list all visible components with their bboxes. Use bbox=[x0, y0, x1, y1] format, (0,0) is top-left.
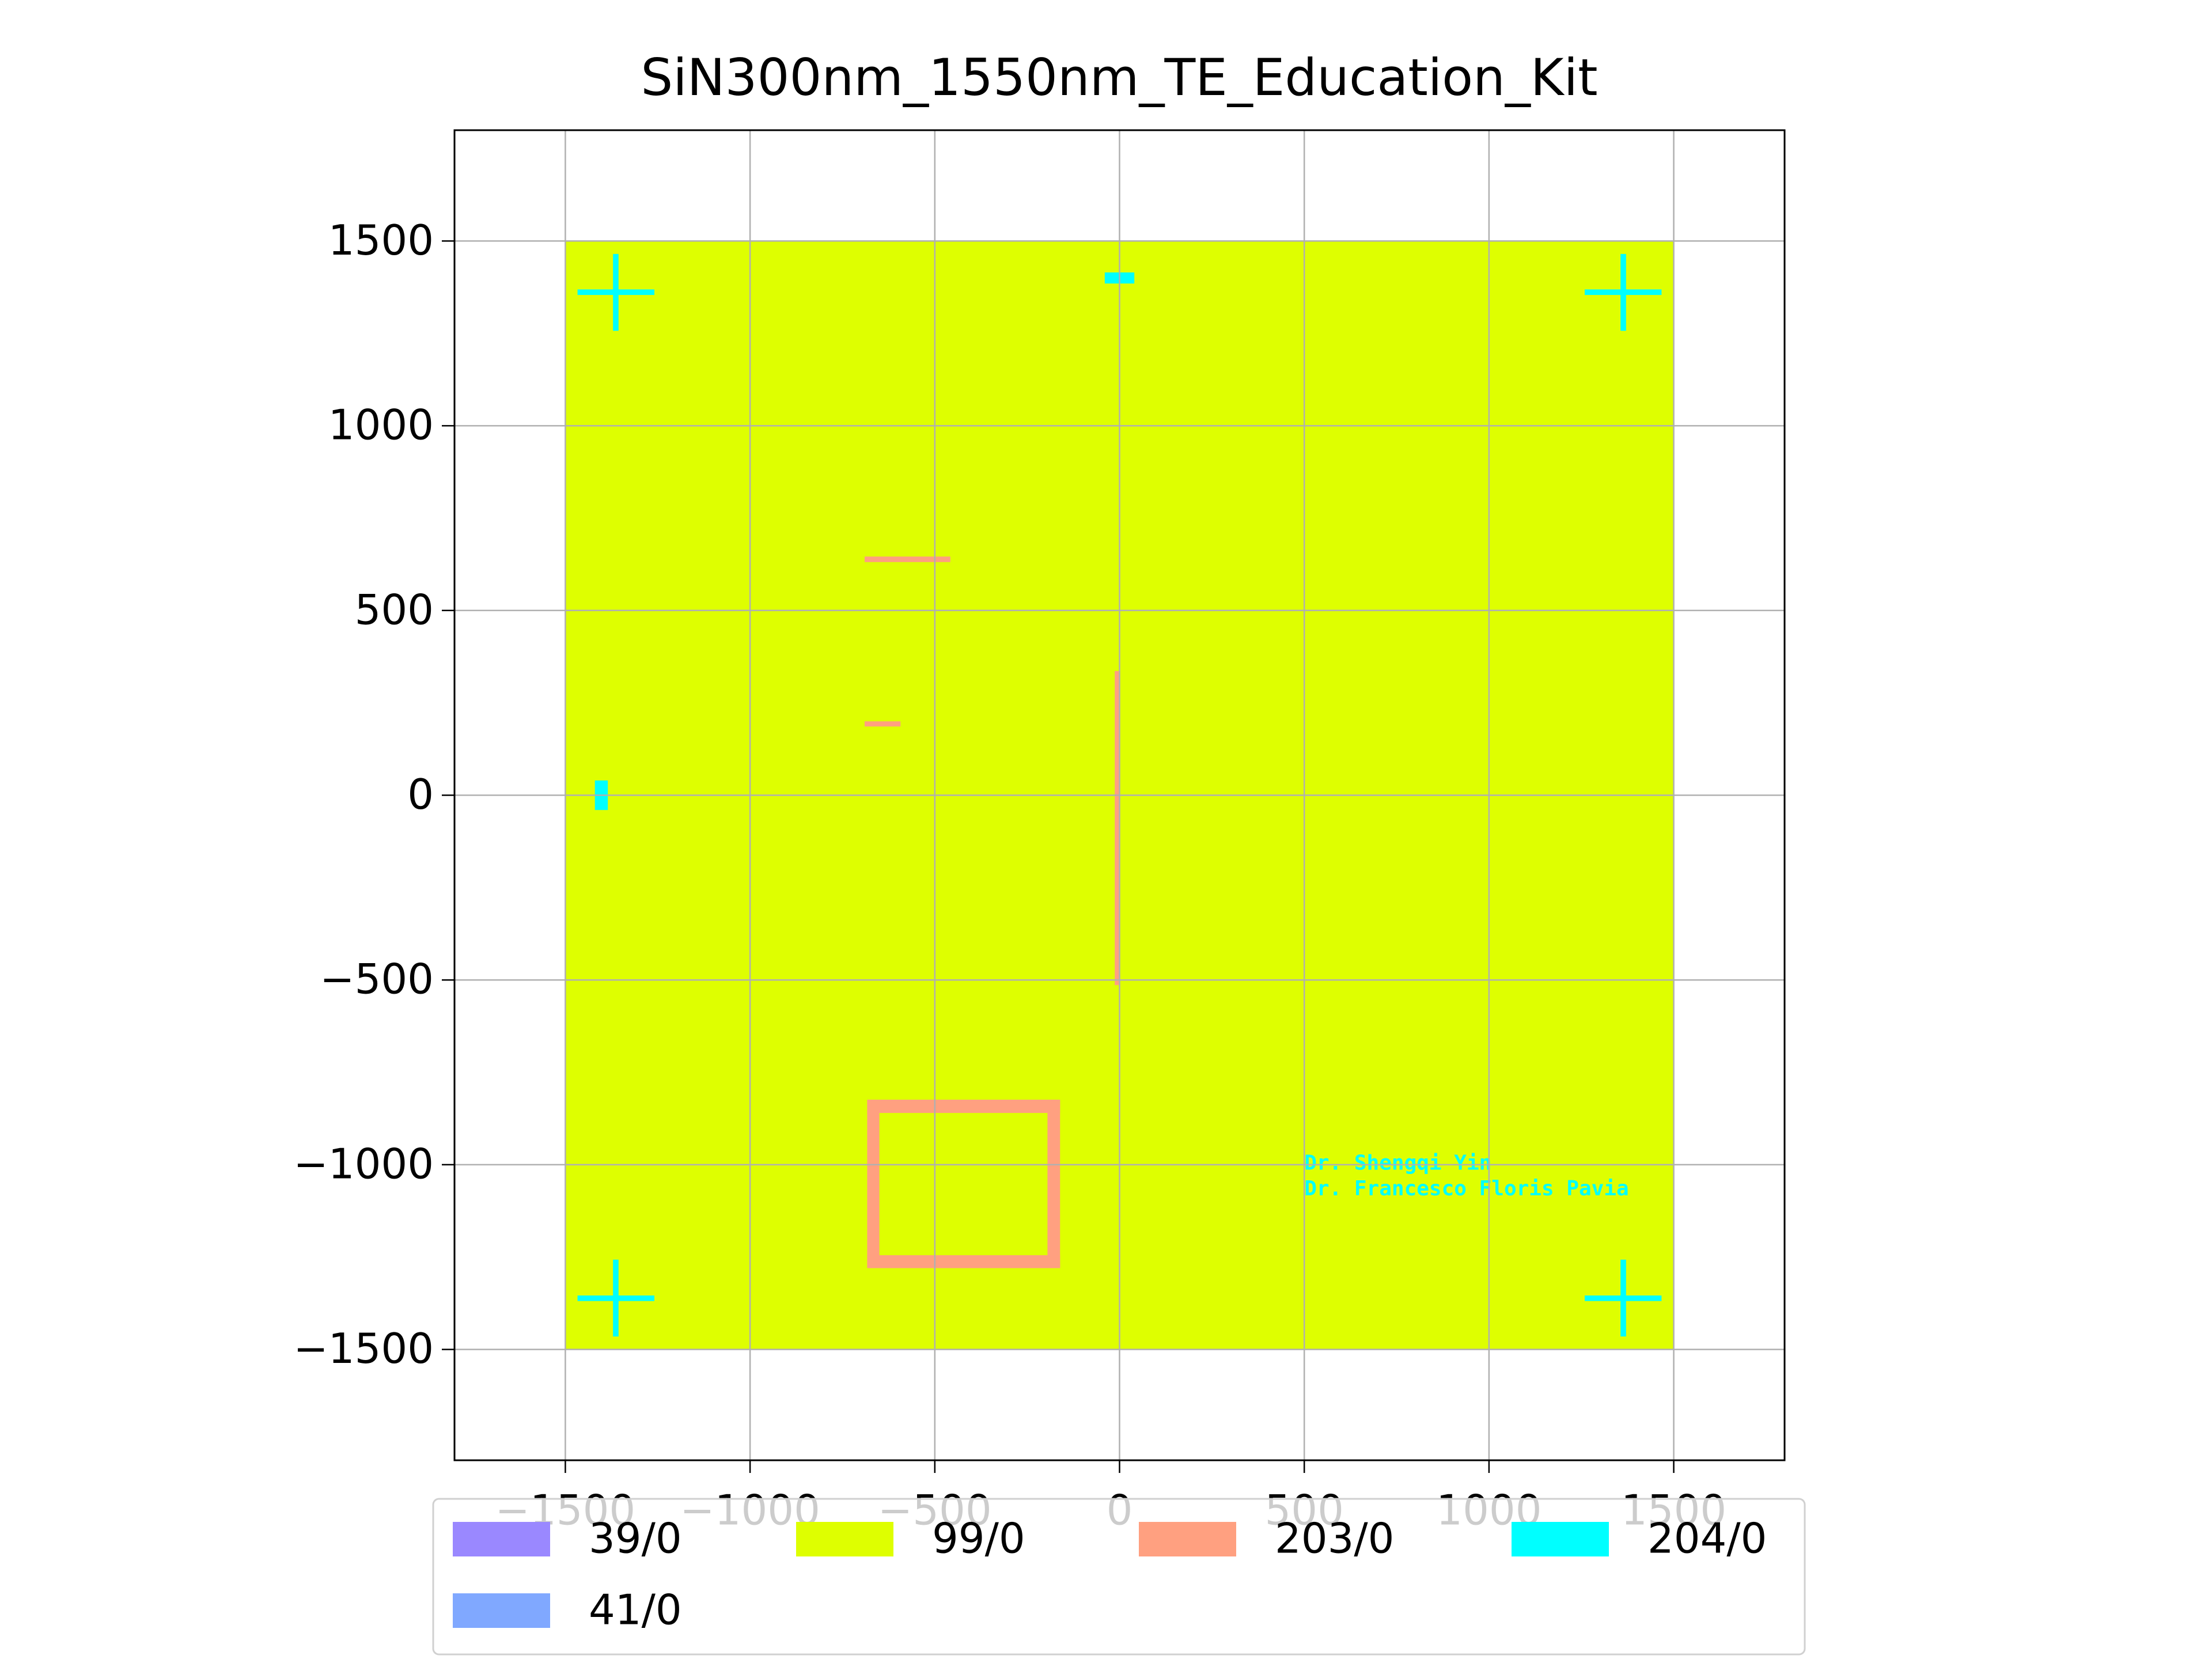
legend-label: 41/0 bbox=[589, 1586, 682, 1634]
legend-box bbox=[432, 1498, 1806, 1656]
chart-title: SiN300nm_1550nm_TE_Education_Kit bbox=[641, 48, 1597, 107]
layer-shape bbox=[1047, 1100, 1060, 1268]
y-tick-label: 1500 bbox=[328, 216, 434, 264]
layer-shape bbox=[613, 1259, 619, 1337]
layer-shape bbox=[864, 556, 950, 562]
layer-shape bbox=[864, 721, 901, 727]
legend-swatch bbox=[1512, 1522, 1609, 1556]
layer-shape bbox=[1620, 253, 1626, 331]
layer-shape bbox=[1115, 671, 1120, 986]
y-tick-label: −1500 bbox=[293, 1324, 434, 1373]
annotation: Dr. Shengqi Yin bbox=[1304, 1152, 1491, 1175]
layer-shape bbox=[1620, 1259, 1626, 1337]
y-tick-label: 1000 bbox=[328, 401, 434, 449]
legend-swatch bbox=[453, 1593, 550, 1628]
legend-label: 204/0 bbox=[1647, 1514, 1767, 1563]
axes-frame bbox=[453, 129, 1786, 1461]
y-tick-label: −500 bbox=[320, 955, 434, 1003]
annotation: Dr. Francesco Floris Pavia bbox=[1304, 1177, 1629, 1200]
legend-label: 39/0 bbox=[589, 1514, 682, 1563]
y-tick-label: 0 bbox=[407, 770, 434, 819]
legend-label: 203/0 bbox=[1275, 1514, 1395, 1563]
layer-shape bbox=[867, 1255, 1060, 1268]
layer-shape bbox=[867, 1100, 1060, 1113]
y-tick-label: −1000 bbox=[293, 1139, 434, 1188]
legend-swatch bbox=[796, 1522, 893, 1556]
legend-swatch bbox=[453, 1522, 550, 1556]
layer-shape bbox=[613, 253, 619, 331]
y-tick-label: 500 bbox=[355, 585, 434, 634]
layer-shape bbox=[867, 1100, 880, 1268]
legend-label: 99/0 bbox=[932, 1514, 1025, 1563]
legend-swatch bbox=[1139, 1522, 1236, 1556]
